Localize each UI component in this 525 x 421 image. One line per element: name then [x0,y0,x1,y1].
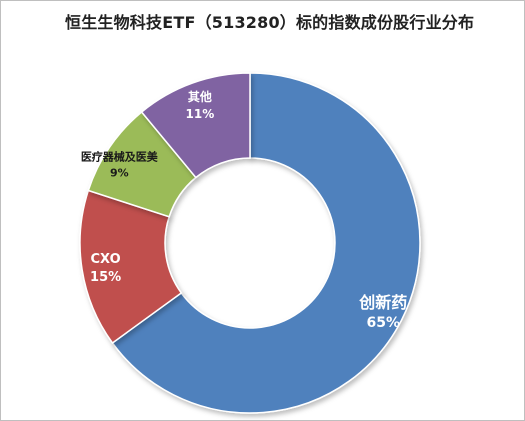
slice-label-3: 其他 [188,89,212,104]
slice-value-0: 65% [367,315,401,331]
slice-3 [140,72,251,179]
slice-label-1: CXO [91,252,121,267]
slice-label-0: 创新药 [358,293,407,312]
slice-value-2: 9% [110,166,129,179]
chart-title: 恒生生物科技ETF（513280）标的指数成份股行业分布 [65,13,475,32]
slice-value-3: 11% [186,107,215,121]
slice-label-2: 医疗器械及医美 [81,149,159,163]
slice-value-1: 15% [90,270,121,285]
slice-0 [111,72,421,414]
